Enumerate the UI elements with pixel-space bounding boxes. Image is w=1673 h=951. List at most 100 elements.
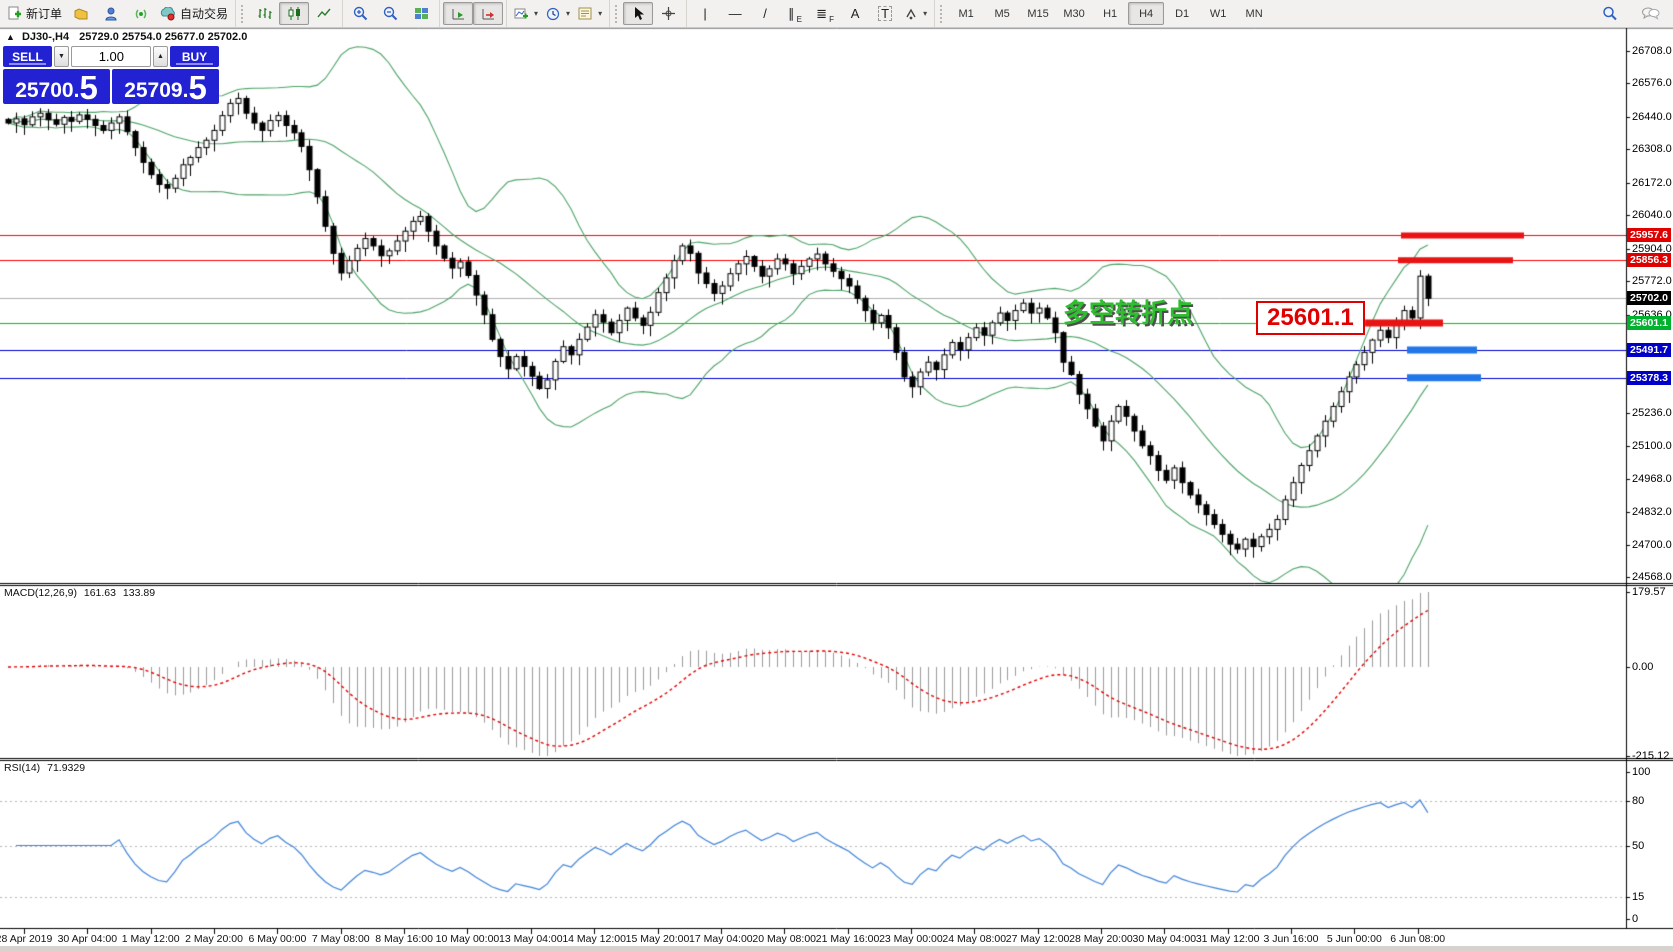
price-axis-label: 24568.0 bbox=[1632, 571, 1672, 584]
timeframe-button-w1[interactable]: W1 bbox=[1209, 7, 1227, 20]
chat-button[interactable] bbox=[1635, 2, 1665, 25]
sell-price-display[interactable]: 25700. 5 bbox=[3, 69, 110, 104]
bar-chart-icon bbox=[257, 6, 272, 21]
price-tag: 25702.0 bbox=[1627, 291, 1671, 306]
date-axis-label: 8 May 16:00 bbox=[375, 933, 433, 945]
toolbar-group-cursor bbox=[610, 0, 688, 27]
tile-windows-button[interactable] bbox=[406, 2, 436, 25]
trendline-button[interactable]: / bbox=[750, 2, 780, 25]
toolbar-group-timeframes: M1 M5 M15 M30 H1 H4 D1 W1 MN bbox=[935, 0, 1275, 27]
timeframe-button-m15[interactable]: M15 bbox=[1027, 7, 1049, 20]
zoom-in-icon bbox=[353, 6, 369, 21]
chart-canvas[interactable] bbox=[0, 28, 1673, 951]
rsi-axis-label: 80 bbox=[1632, 795, 1645, 808]
zoom-in-button[interactable] bbox=[346, 2, 376, 25]
toolbar-group-zoom bbox=[343, 0, 441, 27]
buy-button[interactable]: BUY bbox=[170, 46, 219, 67]
toolbar-right bbox=[1595, 2, 1673, 25]
date-axis-label: 17 May 04:00 bbox=[689, 933, 753, 945]
dropdown-arrow-icon: ▾ bbox=[598, 9, 603, 18]
toolbar-group-trade: 新订单 自动交易 bbox=[0, 0, 237, 27]
date-axis-label: 13 May 04:00 bbox=[498, 933, 563, 945]
price-axis-label: 26576.0 bbox=[1632, 77, 1672, 90]
search-button[interactable] bbox=[1595, 2, 1625, 25]
sell-price-pip: 5 bbox=[79, 68, 98, 106]
label-tool-icon: T bbox=[878, 6, 893, 21]
text-tool-button[interactable]: A bbox=[840, 2, 870, 25]
templates-button[interactable]: ▾ bbox=[574, 2, 606, 25]
toolbar-group-insert: ▾ ▾ ▾ bbox=[507, 0, 611, 27]
toolbar-group-scroll bbox=[440, 0, 508, 27]
line-chart-icon bbox=[316, 6, 332, 21]
price-tag: 25957.6 bbox=[1627, 228, 1671, 243]
dropdown-arrow-icon: ▾ bbox=[923, 9, 928, 18]
date-axis-label: 10 May 00:00 bbox=[435, 933, 500, 945]
cursor-button[interactable] bbox=[623, 2, 654, 25]
date-axis-label: 31 May 12:00 bbox=[1195, 933, 1260, 945]
timeframe-button-m5[interactable]: M5 bbox=[994, 7, 1010, 20]
date-axis-label: 21 May 16:00 bbox=[815, 933, 880, 945]
price-axis-label: 26308.0 bbox=[1632, 143, 1672, 156]
fibonacci-button[interactable]: ≣ F bbox=[810, 2, 840, 25]
macd-value: 161.63 bbox=[83, 587, 116, 599]
rsi-axis-label: 50 bbox=[1632, 839, 1645, 852]
bar-chart-button[interactable] bbox=[249, 2, 279, 25]
auto-trading-label: 自动交易 bbox=[180, 7, 229, 21]
vertical-line-icon: | bbox=[703, 6, 707, 21]
timeframe-button-d1[interactable]: D1 bbox=[1175, 7, 1190, 20]
volume-input[interactable]: 1.00 bbox=[71, 46, 151, 67]
new-order-button[interactable]: 新订单 bbox=[3, 2, 66, 25]
horizontal-line-button[interactable]: — bbox=[720, 2, 750, 25]
sell-button[interactable]: SELL bbox=[3, 46, 52, 67]
auto-scroll-icon bbox=[451, 7, 466, 21]
fibonacci-letter: F bbox=[829, 15, 834, 24]
channel-button[interactable]: ∥ E bbox=[780, 2, 810, 25]
candlestick-button[interactable] bbox=[279, 2, 310, 25]
date-axis-label: 6 Jun 08:00 bbox=[1390, 933, 1446, 945]
timeframe-button-m30[interactable]: M30 bbox=[1063, 7, 1085, 20]
date-axis-label: 14 May 12:00 bbox=[562, 933, 626, 945]
crosshair-button[interactable] bbox=[653, 2, 683, 25]
new-order-icon bbox=[7, 6, 22, 21]
timeframe-button-h4[interactable]: H4 bbox=[1128, 2, 1165, 25]
toolbar-group-charttype bbox=[236, 0, 344, 27]
price-axis-label: 24968.0 bbox=[1632, 472, 1672, 485]
periods-icon bbox=[546, 7, 561, 21]
macd-name: MACD(12,26,9) bbox=[4, 587, 77, 599]
rsi-axis-label: 100 bbox=[1632, 766, 1651, 778]
volume-increase-button[interactable]: ▲ bbox=[153, 46, 168, 67]
signals-icon bbox=[134, 7, 149, 21]
buy-price-display[interactable]: 25709. 5 bbox=[112, 69, 219, 104]
vertical-line-button[interactable]: | bbox=[690, 2, 720, 25]
indicators-button[interactable]: ▾ bbox=[510, 2, 542, 25]
panel-expander-icon[interactable]: ▲ bbox=[6, 32, 15, 42]
auto-scroll-button[interactable] bbox=[443, 2, 474, 25]
line-chart-button[interactable] bbox=[309, 2, 339, 25]
timeframe-button-mn[interactable]: MN bbox=[1245, 7, 1263, 20]
label-tool-button[interactable]: T bbox=[870, 2, 900, 25]
new-order-label: 新订单 bbox=[26, 7, 63, 21]
timeframe-buttons: M1 M5 M15 M30 H1 H4 D1 W1 MN bbox=[948, 2, 1272, 25]
date-axis-label: 24 May 08:00 bbox=[942, 933, 1007, 945]
price-tag: 25378.3 bbox=[1627, 370, 1671, 385]
price-tag: 25601.1 bbox=[1627, 316, 1671, 331]
indicators-icon bbox=[514, 7, 529, 21]
timeframe-button-m1[interactable]: M1 bbox=[958, 7, 974, 20]
signals-button[interactable] bbox=[126, 2, 156, 25]
volume-decrease-button[interactable]: ▼ bbox=[54, 46, 69, 67]
price-axis-label: 25904.0 bbox=[1632, 242, 1672, 255]
trendline-icon: / bbox=[763, 6, 767, 21]
terminal-button[interactable] bbox=[96, 2, 126, 25]
periods-button[interactable]: ▾ bbox=[542, 2, 574, 25]
chart-shift-button[interactable] bbox=[473, 2, 504, 25]
auto-trading-button[interactable]: 自动交易 bbox=[156, 2, 232, 25]
profiles-button[interactable] bbox=[66, 2, 96, 25]
price-axis-label: 24832.0 bbox=[1632, 506, 1672, 519]
timeframe-button-h1[interactable]: H1 bbox=[1103, 7, 1118, 20]
arrows-tool-button[interactable]: ▾ bbox=[900, 2, 931, 25]
zoom-out-button[interactable] bbox=[376, 2, 406, 25]
chart-symbol-timeframe: DJ30-,H4 bbox=[21, 31, 70, 43]
auto-trading-icon bbox=[160, 6, 176, 21]
fibonacci-icon: ≣ bbox=[816, 6, 828, 21]
